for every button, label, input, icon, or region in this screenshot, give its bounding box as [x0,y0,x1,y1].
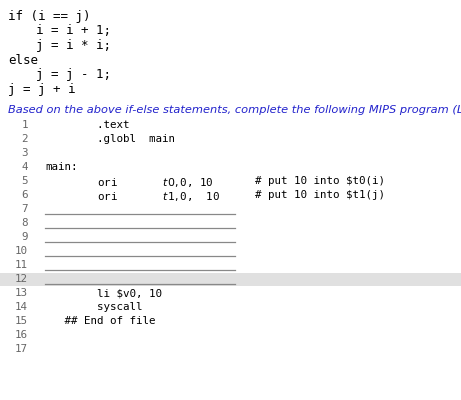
Text: ori       $t0, $0, 10: ori $t0, $0, 10 [45,176,214,189]
Text: i = i + 1;: i = i + 1; [36,24,111,38]
Text: 17: 17 [15,344,28,354]
Text: 12: 12 [15,274,28,284]
Text: 4: 4 [22,162,28,172]
Bar [0,273,461,286]
Text: .text: .text [45,120,130,130]
Text: 1: 1 [22,120,28,130]
Text: Based on the above if-else statements, complete the following MIPS program (Line: Based on the above if-else statements, c… [8,105,461,115]
Text: ## End of file: ## End of file [45,316,155,326]
Text: if (i == j): if (i == j) [8,10,90,23]
Text: j = i * i;: j = i * i; [36,39,111,52]
Text: .globl  main: .globl main [45,134,175,144]
Text: j = j - 1;: j = j - 1; [36,68,111,81]
Text: main:: main: [45,162,77,172]
Text: 15: 15 [15,316,28,326]
Text: # put 10 into $t0(i): # put 10 into $t0(i) [255,176,385,186]
Text: 6: 6 [22,190,28,200]
Text: # put 10 into $t1(j): # put 10 into $t1(j) [255,190,385,200]
Text: 16: 16 [15,330,28,340]
Text: 8: 8 [22,218,28,228]
Text: 2: 2 [22,134,28,144]
Text: 14: 14 [15,302,28,312]
Text: j = j + i: j = j + i [8,82,76,96]
Text: 7: 7 [22,204,28,214]
Text: 5: 5 [22,176,28,186]
Text: else: else [8,54,38,66]
Text: li $v0, 10: li $v0, 10 [45,288,162,298]
Text: syscall: syscall [45,302,142,312]
Text: 10: 10 [15,246,28,256]
Text: 11: 11 [15,260,28,270]
Text: 13: 13 [15,288,28,298]
Text: 9: 9 [22,232,28,242]
Text: ori       $t1, $0,  10: ori $t1, $0, 10 [45,190,220,203]
Text: 3: 3 [22,148,28,158]
